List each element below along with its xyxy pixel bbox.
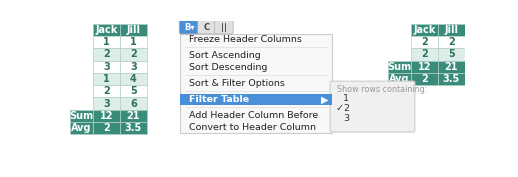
Text: 2: 2: [343, 104, 349, 113]
Text: 2: 2: [421, 37, 428, 47]
Text: 2: 2: [103, 123, 110, 133]
Text: ||: ||: [221, 23, 227, 32]
Text: 1: 1: [103, 37, 110, 47]
Text: 3: 3: [130, 62, 137, 72]
Text: Add Header Column Before: Add Header Column Before: [189, 111, 319, 120]
Bar: [411, 48, 438, 61]
Text: 12: 12: [100, 111, 113, 121]
Bar: [93, 85, 120, 98]
Bar: [180, 94, 333, 105]
Text: 1: 1: [103, 74, 110, 84]
FancyBboxPatch shape: [330, 81, 415, 132]
Text: ✓: ✓: [336, 103, 343, 113]
Bar: [180, 34, 333, 133]
Text: 4: 4: [130, 74, 137, 84]
Text: 12: 12: [418, 62, 431, 72]
Text: C: C: [204, 23, 210, 32]
Bar: [438, 36, 465, 48]
Text: Filter Table: Filter Table: [189, 95, 249, 104]
FancyBboxPatch shape: [179, 20, 199, 34]
Text: Jill: Jill: [126, 25, 140, 35]
Bar: [438, 73, 465, 85]
Text: 3: 3: [103, 62, 110, 72]
Bar: [120, 36, 147, 48]
Text: Show rows containing:: Show rows containing:: [337, 85, 427, 94]
Text: B▾: B▾: [184, 23, 195, 32]
Text: 1: 1: [130, 37, 137, 47]
Bar: [70, 122, 93, 134]
Bar: [120, 85, 147, 98]
Bar: [120, 122, 147, 134]
Text: Sort Descending: Sort Descending: [189, 62, 268, 72]
Text: 6: 6: [130, 99, 137, 109]
Text: Sum: Sum: [69, 111, 94, 121]
Bar: [411, 36, 438, 48]
Text: Jack: Jack: [95, 25, 118, 35]
Text: 5: 5: [448, 49, 455, 59]
Text: 2: 2: [421, 74, 428, 84]
Text: 2: 2: [130, 49, 137, 59]
Text: Jill: Jill: [444, 25, 458, 35]
Bar: [120, 110, 147, 122]
Text: 2: 2: [103, 86, 110, 96]
Bar: [438, 48, 465, 61]
Bar: [93, 36, 120, 48]
Text: Sum: Sum: [387, 62, 411, 72]
Text: 3: 3: [103, 99, 110, 109]
Text: ▶: ▶: [321, 94, 328, 104]
Text: 2: 2: [421, 49, 428, 59]
Text: Jack: Jack: [413, 25, 436, 35]
Text: Sort Ascending: Sort Ascending: [189, 51, 261, 60]
Text: Avg: Avg: [389, 74, 410, 84]
Bar: [93, 24, 120, 36]
Text: 3.5: 3.5: [125, 123, 142, 133]
Bar: [120, 98, 147, 110]
Bar: [93, 98, 120, 110]
Bar: [120, 61, 147, 73]
Bar: [93, 122, 120, 134]
Bar: [411, 24, 438, 36]
Text: Freeze Header Columns: Freeze Header Columns: [189, 35, 302, 44]
Bar: [93, 110, 120, 122]
Text: 3.5: 3.5: [443, 74, 460, 84]
Bar: [388, 73, 411, 85]
Text: 5: 5: [130, 86, 137, 96]
Text: 3: 3: [343, 114, 349, 123]
Bar: [93, 73, 120, 85]
Bar: [388, 61, 411, 73]
Bar: [120, 24, 147, 36]
FancyBboxPatch shape: [198, 20, 216, 34]
Bar: [411, 73, 438, 85]
Bar: [438, 24, 465, 36]
Text: Sort & Filter Options: Sort & Filter Options: [189, 79, 285, 88]
Bar: [120, 73, 147, 85]
Text: 2: 2: [448, 37, 455, 47]
Text: 2: 2: [103, 49, 110, 59]
Bar: [93, 48, 120, 61]
Bar: [120, 48, 147, 61]
Bar: [93, 61, 120, 73]
Text: 21: 21: [127, 111, 140, 121]
Text: Convert to Header Column: Convert to Header Column: [189, 123, 316, 132]
Bar: [438, 61, 465, 73]
Text: 1: 1: [343, 94, 349, 103]
Text: Avg: Avg: [71, 123, 92, 133]
Bar: [411, 61, 438, 73]
Text: 21: 21: [444, 62, 458, 72]
Bar: [70, 110, 93, 122]
FancyBboxPatch shape: [214, 20, 233, 34]
